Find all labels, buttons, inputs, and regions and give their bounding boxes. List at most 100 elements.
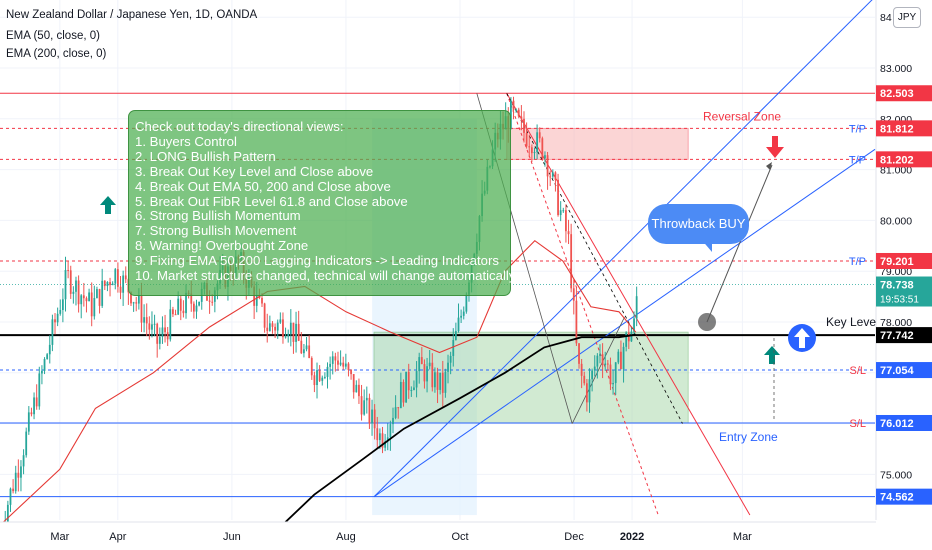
candle-body bbox=[609, 364, 612, 385]
candle-body bbox=[625, 332, 628, 347]
candle-body bbox=[161, 327, 164, 337]
current-price-bg bbox=[876, 276, 932, 307]
candle-body bbox=[25, 431, 28, 456]
candle-body bbox=[284, 336, 287, 338]
candle-body bbox=[405, 371, 407, 403]
x-tick-label: Mar bbox=[733, 531, 752, 543]
key-level-arrow-glyph bbox=[794, 328, 810, 348]
candle-body bbox=[402, 381, 405, 403]
candle-body bbox=[410, 389, 413, 391]
arrow-up-icon bbox=[100, 196, 116, 214]
candle-body bbox=[549, 176, 552, 178]
y-tick-label: 84 bbox=[880, 12, 892, 24]
price-label-bg bbox=[876, 327, 932, 344]
candle-body bbox=[559, 210, 562, 216]
candle-body bbox=[622, 346, 625, 370]
candle-body bbox=[599, 354, 601, 356]
ema50-legend[interactable]: EMA (50, close, 0) bbox=[6, 30, 100, 42]
candle-body bbox=[510, 100, 512, 129]
candle-body bbox=[310, 358, 313, 376]
candle-body bbox=[342, 362, 345, 367]
candle-body bbox=[164, 327, 166, 333]
candle-body bbox=[431, 362, 434, 388]
candle-body bbox=[376, 428, 379, 441]
candle-body bbox=[130, 292, 132, 304]
views-line: 2. LONG Bullish Pattern bbox=[135, 148, 276, 164]
price-label: 77.742 bbox=[880, 330, 914, 342]
candle-body bbox=[415, 371, 418, 388]
candle-body bbox=[122, 275, 125, 293]
candle-body bbox=[567, 231, 570, 235]
y-tick-label: 81.000 bbox=[880, 165, 912, 177]
candle-body bbox=[606, 363, 609, 365]
views-line: 7. Strong Bullish Movement bbox=[135, 223, 297, 239]
candle-body bbox=[562, 210, 565, 212]
candle-body bbox=[368, 397, 371, 424]
candle-body bbox=[6, 504, 9, 524]
candle-body bbox=[253, 286, 256, 306]
candle-body bbox=[255, 294, 258, 306]
candle-body bbox=[274, 326, 276, 331]
candle-body bbox=[289, 322, 292, 334]
price-label: 81.812 bbox=[880, 123, 914, 135]
ema200-legend[interactable]: EMA (200, close, 0) bbox=[6, 48, 107, 60]
candle-body bbox=[339, 362, 342, 365]
candle-body bbox=[617, 351, 620, 363]
candle-body bbox=[462, 311, 465, 316]
candle-body bbox=[177, 298, 180, 315]
x-tick-label: Aug bbox=[336, 531, 356, 543]
y-tick-label: 78.000 bbox=[880, 317, 912, 329]
y-tick-label: 79.000 bbox=[880, 266, 912, 278]
candle-body bbox=[145, 317, 148, 324]
candle-body bbox=[153, 323, 156, 325]
candle-body bbox=[460, 315, 463, 318]
candle-body bbox=[557, 179, 559, 216]
candle-body bbox=[106, 282, 109, 287]
candle-body bbox=[297, 323, 300, 341]
candle-body bbox=[565, 210, 567, 232]
candle-body bbox=[326, 366, 329, 377]
candle-body bbox=[109, 282, 111, 286]
price-label: 82.503 bbox=[880, 88, 914, 100]
candle-body bbox=[93, 298, 96, 317]
candle-body bbox=[457, 317, 460, 332]
candle-body bbox=[98, 289, 101, 306]
candle-body bbox=[51, 319, 54, 345]
candle-body bbox=[211, 301, 214, 303]
candle-body bbox=[329, 363, 332, 367]
price-label: 81.202 bbox=[880, 154, 914, 166]
candle-body bbox=[54, 319, 56, 323]
candle-body bbox=[48, 344, 51, 355]
candle-body bbox=[111, 283, 114, 286]
candle-body bbox=[620, 351, 622, 370]
currency-button[interactable]: JPY bbox=[893, 7, 921, 28]
candle-body bbox=[305, 345, 308, 350]
candle-body bbox=[72, 291, 75, 294]
candle-body bbox=[132, 302, 135, 304]
candle-body bbox=[397, 407, 400, 409]
time-axis: Mar Apr Jun Aug Oct Dec 2022 Mar bbox=[0, 521, 876, 550]
candle-body bbox=[355, 384, 358, 393]
candle-body bbox=[190, 293, 193, 304]
candle-body bbox=[43, 359, 46, 371]
candle-body bbox=[360, 396, 363, 415]
time-axis-bg bbox=[0, 522, 876, 550]
price-axis: 8483.00082.00081.00080.00079.00078.00077… bbox=[875, 0, 932, 550]
level-tag: T/P bbox=[849, 154, 866, 166]
candle-body bbox=[174, 314, 177, 316]
candle-body bbox=[148, 323, 151, 330]
candle-body bbox=[56, 313, 59, 323]
views-line: 10. Market structure changed, technical … bbox=[135, 268, 516, 284]
candle-body bbox=[261, 298, 263, 304]
candle-body bbox=[143, 317, 145, 323]
candle-body bbox=[308, 345, 311, 359]
x-tick-label: Jun bbox=[223, 531, 241, 543]
candle-body bbox=[583, 375, 586, 384]
throwback-buy-bubble: Throwback BUY bbox=[648, 204, 749, 244]
candle-body bbox=[151, 324, 153, 330]
candle-body bbox=[77, 280, 80, 305]
candle-body bbox=[158, 336, 161, 344]
candle-body bbox=[90, 292, 93, 317]
candle-body bbox=[46, 354, 49, 360]
